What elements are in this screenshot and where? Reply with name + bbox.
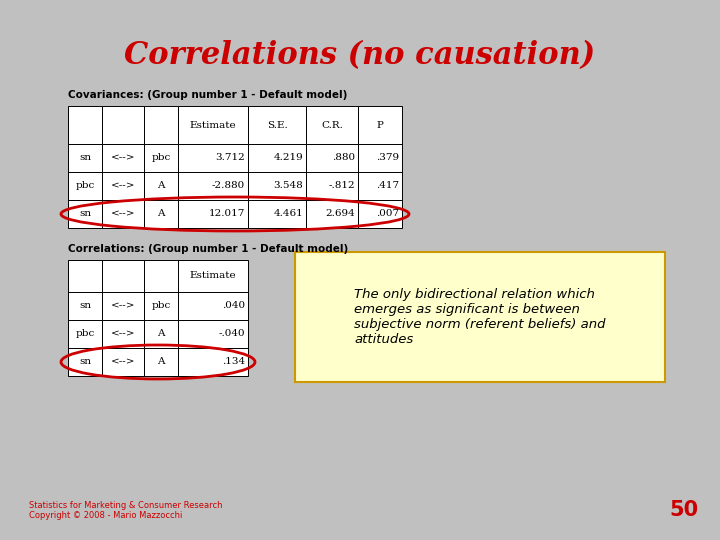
Bar: [102, 144, 144, 172]
Bar: [144, 106, 178, 144]
Bar: [144, 348, 178, 376]
Bar: [306, 172, 358, 200]
Bar: [102, 292, 144, 320]
Bar: [102, 172, 144, 200]
Text: Estimate: Estimate: [189, 272, 236, 280]
Bar: [144, 320, 178, 348]
Text: pbc: pbc: [151, 153, 171, 163]
Bar: [144, 292, 178, 320]
Bar: [178, 144, 248, 172]
Text: <-->: <-->: [111, 301, 135, 310]
Bar: [144, 200, 178, 228]
Text: sn: sn: [79, 210, 91, 219]
Text: pbc: pbc: [76, 329, 94, 339]
Text: Covariances: (Group number 1 - Default model): Covariances: (Group number 1 - Default m…: [68, 90, 347, 100]
Bar: [144, 172, 178, 200]
Text: <-->: <-->: [111, 210, 135, 219]
Bar: [295, 252, 665, 382]
Bar: [102, 320, 144, 348]
Text: -.040: -.040: [218, 329, 245, 339]
Text: -.812: -.812: [328, 181, 355, 191]
Text: A: A: [157, 210, 165, 219]
Bar: [68, 172, 102, 200]
Text: P: P: [377, 120, 384, 130]
Text: Estimate: Estimate: [189, 120, 236, 130]
Bar: [178, 292, 248, 320]
Bar: [68, 320, 102, 348]
Text: Correlations (no causation): Correlations (no causation): [125, 40, 595, 71]
Text: A: A: [157, 329, 165, 339]
Bar: [248, 106, 306, 144]
Bar: [178, 172, 248, 200]
Text: .007: .007: [376, 210, 399, 219]
Bar: [358, 200, 402, 228]
Text: <-->: <-->: [111, 329, 135, 339]
Text: -2.880: -2.880: [212, 181, 245, 191]
Text: <-->: <-->: [111, 153, 135, 163]
Text: 50: 50: [670, 500, 698, 521]
Bar: [144, 260, 178, 292]
Bar: [358, 172, 402, 200]
Bar: [248, 200, 306, 228]
Text: 4.219: 4.219: [274, 153, 303, 163]
Bar: [144, 144, 178, 172]
Bar: [178, 320, 248, 348]
Bar: [178, 348, 248, 376]
Text: .040: .040: [222, 301, 245, 310]
Text: 4.461: 4.461: [274, 210, 303, 219]
Bar: [102, 260, 144, 292]
Text: .134: .134: [222, 357, 245, 367]
Bar: [306, 106, 358, 144]
Text: sn: sn: [79, 153, 91, 163]
Bar: [102, 106, 144, 144]
Text: pbc: pbc: [151, 301, 171, 310]
Text: C.R.: C.R.: [321, 120, 343, 130]
Text: 3.548: 3.548: [274, 181, 303, 191]
Bar: [178, 260, 248, 292]
Bar: [178, 106, 248, 144]
Bar: [68, 260, 102, 292]
Bar: [68, 106, 102, 144]
Bar: [178, 200, 248, 228]
Text: 2.694: 2.694: [325, 210, 355, 219]
Bar: [102, 348, 144, 376]
Text: .417: .417: [376, 181, 399, 191]
Bar: [358, 144, 402, 172]
Text: pbc: pbc: [76, 181, 94, 191]
Text: 12.017: 12.017: [209, 210, 245, 219]
Bar: [68, 144, 102, 172]
Bar: [102, 200, 144, 228]
Text: 3.712: 3.712: [215, 153, 245, 163]
Text: sn: sn: [79, 357, 91, 367]
Text: A: A: [157, 181, 165, 191]
Text: sn: sn: [79, 301, 91, 310]
Bar: [248, 144, 306, 172]
Bar: [306, 144, 358, 172]
Text: Statistics for Marketing & Consumer Research
Copyright © 2008 - Mario Mazzocchi: Statistics for Marketing & Consumer Rese…: [29, 501, 222, 520]
Text: A: A: [157, 357, 165, 367]
Bar: [68, 348, 102, 376]
Bar: [306, 200, 358, 228]
Bar: [68, 292, 102, 320]
Bar: [248, 172, 306, 200]
Text: .880: .880: [332, 153, 355, 163]
Bar: [68, 200, 102, 228]
Text: .379: .379: [376, 153, 399, 163]
Text: S.E.: S.E.: [266, 120, 287, 130]
Text: <-->: <-->: [111, 357, 135, 367]
Bar: [358, 106, 402, 144]
Text: The only bidirectional relation which
emerges as significant is between
subjecti: The only bidirectional relation which em…: [354, 288, 606, 346]
Text: Correlations: (Group number 1 - Default model): Correlations: (Group number 1 - Default …: [68, 244, 348, 254]
Text: <-->: <-->: [111, 181, 135, 191]
